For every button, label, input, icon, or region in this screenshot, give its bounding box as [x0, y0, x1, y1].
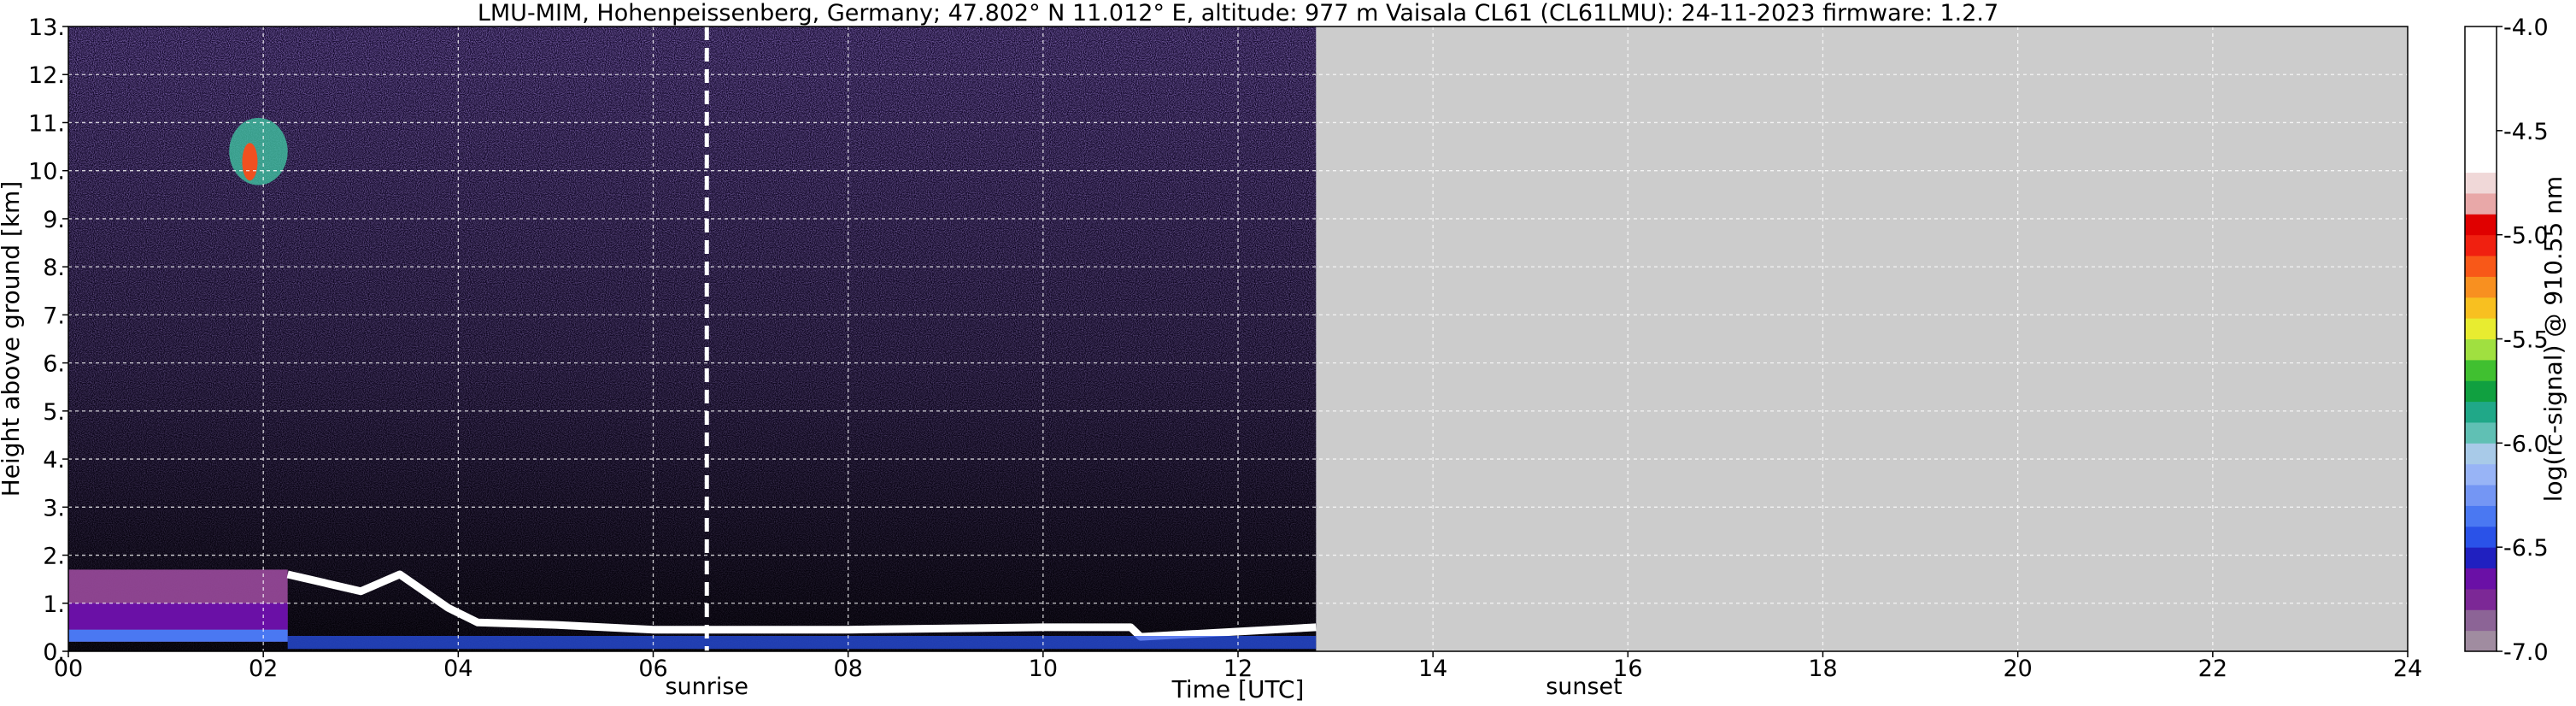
x-tick-label: 20 — [2003, 656, 2032, 682]
colorbar-tick-label: -6.0 — [2503, 431, 2549, 457]
x-tick-label: 00 — [54, 656, 83, 682]
colorbar-band — [2465, 443, 2497, 465]
grid-lines — [68, 26, 2408, 651]
colorbar-band — [2465, 609, 2497, 632]
colorbar-band — [2465, 380, 2497, 403]
colorbar-band — [2465, 297, 2497, 319]
colorbar-band — [2465, 485, 2497, 506]
x-tick-label: 02 — [249, 656, 278, 682]
y-tick-label: 6. — [43, 351, 65, 378]
x-tick-label: 12 — [1223, 656, 1253, 682]
colorbar-band — [2465, 276, 2497, 298]
colorbar-tick-label: -5.5 — [2503, 327, 2549, 354]
y-tick-label: 12. — [28, 62, 65, 89]
sunrise-label: sunrise — [665, 674, 748, 700]
near-ground-layer — [287, 636, 1317, 650]
y-tick-label: 5. — [43, 399, 65, 426]
colorbar — [2464, 26, 2497, 652]
colorbar-band — [2465, 338, 2497, 361]
x-axis-label: Time [UTC] — [1171, 675, 1305, 703]
x-tick-label: 24 — [2393, 656, 2422, 682]
y-tick-label: 4. — [43, 447, 65, 474]
colorbar-band — [2465, 547, 2497, 569]
y-tick-label: 0. — [43, 639, 65, 666]
colorbar-tick-label: -4.0 — [2503, 15, 2549, 41]
y-tick-label: 2. — [43, 544, 65, 570]
low-cloud-top — [286, 570, 1317, 641]
colorbar-band — [2465, 588, 2497, 610]
colorbar-band — [2465, 421, 2497, 444]
residual-layer-base — [68, 629, 288, 642]
x-tick-label: 06 — [638, 656, 667, 682]
y-tick-label: 3. — [43, 495, 65, 521]
y-tick-label: 13. — [28, 15, 65, 41]
x-tick-label: 08 — [833, 656, 862, 682]
y-axis-ticks: 0. 1. 2. 3. 4. 5. 6. 7. 8. 9. 10. 11. 12. 13. — [28, 15, 68, 666]
colorbar-ticks: -7.0 -6.5 -6.0 -5.5 -5.0 -4.5 -4.0 — [2497, 15, 2549, 666]
colorbar-band — [2465, 172, 2497, 194]
cirrus-core — [242, 143, 258, 181]
colorbar-band — [2465, 151, 2497, 174]
x-tick-label: 10 — [1029, 656, 1058, 682]
colorbar-band — [2465, 214, 2497, 236]
colorbar-band — [2465, 568, 2497, 590]
x-tick-label: 14 — [1418, 656, 1447, 682]
y-tick-label: 9. — [43, 207, 65, 233]
y-tick-label: 7. — [43, 303, 65, 329]
x-tick-label: 22 — [2198, 656, 2227, 682]
colorbar-band — [2465, 192, 2497, 215]
colorbar-band — [2465, 630, 2497, 652]
colorbar-band — [2465, 401, 2497, 423]
x-tick-label: 18 — [1808, 656, 1837, 682]
x-axis-ticks: 00 02 04 06 08 10 12 14 16 18 20 22 24 — [54, 651, 2422, 682]
heatmap-area — [68, 26, 2408, 651]
sunset-label: sunset — [1546, 674, 1622, 700]
y-axis-label: Height above ground [km] — [0, 181, 25, 497]
y-tick-label: 8. — [43, 255, 65, 281]
colorbar-band — [2465, 359, 2497, 381]
colorbar-band — [2465, 234, 2497, 256]
colorbar-tick-label: -7.0 — [2503, 639, 2549, 666]
colorbar-tick-label: -6.5 — [2503, 535, 2549, 562]
x-tick-label: 16 — [1613, 656, 1642, 682]
colorbar-tick-label: -4.5 — [2503, 119, 2549, 145]
colorbar-band — [2465, 318, 2497, 339]
x-tick-label: 04 — [443, 656, 472, 682]
residual-layer-core — [68, 603, 288, 630]
y-tick-label: 1. — [43, 591, 65, 618]
y-tick-label: 10. — [28, 159, 65, 185]
cirrus-patch — [229, 117, 288, 185]
colorbar-band — [2465, 505, 2497, 527]
colorbar-tick-label: -5.0 — [2503, 223, 2549, 250]
colorbar-band — [2465, 256, 2497, 277]
y-tick-label: 11. — [28, 110, 65, 137]
colorbar-label: log(rc-signal) @ 910.55 nm — [2539, 176, 2567, 502]
chart-title: LMU-MIM, Hohenpeissenberg, Germany; 47.8… — [478, 0, 1998, 26]
colorbar-band — [2465, 526, 2497, 548]
colorbar-band — [2465, 463, 2497, 485]
